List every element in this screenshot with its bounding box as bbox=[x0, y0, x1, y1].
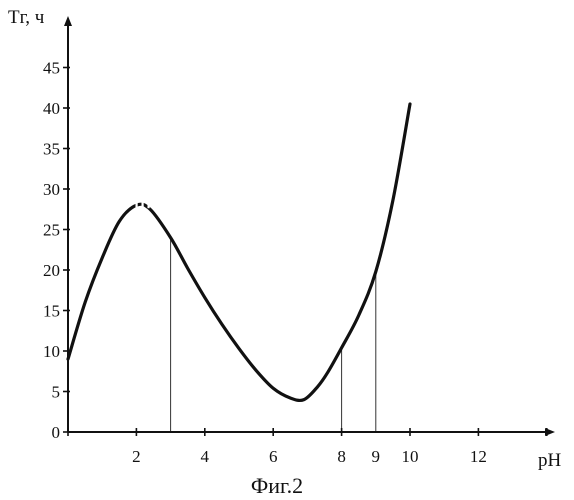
x-tick-label: 10 bbox=[402, 447, 419, 466]
axes bbox=[63, 16, 555, 436]
y-tick-label: 20 bbox=[43, 261, 60, 280]
x-tick-label: 9 bbox=[372, 447, 381, 466]
tick-labels: 2 4 6 8 9 10 12 0 5 10 15 20 25 30 35 40 45 bbox=[43, 59, 487, 467]
y-tick-label: 5 bbox=[52, 383, 61, 402]
dotted-gap bbox=[147, 202, 149, 208]
dotted-gap bbox=[135, 202, 137, 208]
x-tick-label: 2 bbox=[132, 447, 141, 466]
series-line bbox=[68, 104, 410, 400]
y-tick-label: 40 bbox=[43, 99, 60, 118]
x-tick-label: 4 bbox=[201, 447, 210, 466]
y-tick-label: 30 bbox=[43, 180, 60, 199]
x-tick-label: 12 bbox=[470, 447, 487, 466]
y-tick-label: 15 bbox=[43, 302, 60, 321]
y-tick-label: 25 bbox=[43, 221, 60, 240]
x-axis-title: pH bbox=[538, 450, 562, 471]
y-axis-arrow bbox=[64, 16, 72, 26]
y-tick-label: 10 bbox=[43, 342, 60, 361]
y-tick-label: 45 bbox=[43, 59, 60, 78]
dotted-gap bbox=[141, 202, 143, 208]
x-tick-label: 6 bbox=[269, 447, 278, 466]
series bbox=[68, 104, 410, 400]
x-tick-label: 8 bbox=[337, 447, 346, 466]
y-tick-label: 35 bbox=[43, 140, 60, 159]
figure-caption: Фиг.2 bbox=[251, 473, 303, 498]
y-tick-label: 0 bbox=[52, 423, 61, 442]
reference-lines bbox=[171, 238, 376, 432]
y-axis-title: Tг, ч bbox=[8, 7, 45, 28]
